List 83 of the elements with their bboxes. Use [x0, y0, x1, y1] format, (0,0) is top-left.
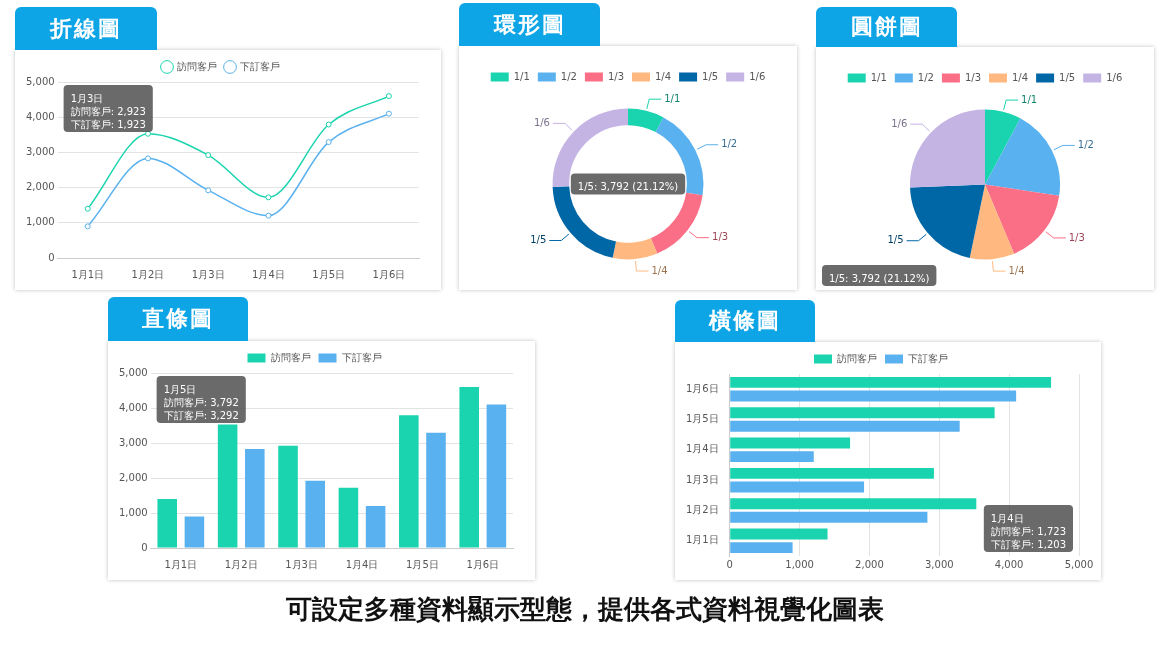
text: 1/5: 3,792 (21.12%): [829, 272, 930, 284]
legend-label: 下訂客戶: [341, 351, 382, 363]
y-tick-label: 0: [48, 251, 55, 263]
annotation: 1月5日: [163, 383, 197, 395]
y-tick-label: 4,000: [25, 110, 55, 122]
y-tick-label: 5,000: [25, 75, 55, 87]
annotation: 訪問客戶: 3,792: [163, 396, 239, 408]
y-tick-label: 0: [141, 541, 148, 553]
slice-label: 1/2: [721, 138, 738, 150]
slice-label: 1/1: [664, 92, 681, 104]
legend-label: 1/1: [870, 71, 887, 83]
slice-label: 1/3: [1068, 231, 1085, 243]
chart-title: 圓餅圖: [816, 7, 957, 47]
x-tick-label: 1月5日: [312, 268, 346, 280]
y-tick-label: 5,000: [118, 366, 148, 378]
x-tick-label: 1月4日: [345, 558, 379, 570]
legend-label: 1/4: [655, 70, 672, 82]
x-tick-label: 1月3日: [191, 268, 225, 280]
y-tick-label: 1月1日: [685, 534, 719, 546]
legend-label: 訪問客戶: [837, 352, 877, 364]
legend-label: 下訂客戶: [240, 60, 280, 72]
chart-title: 環形圖: [459, 3, 600, 46]
legend-label: 訪問客戶: [177, 60, 217, 72]
text: 可設定多種資料顯示型態，提供各式資料視覺化圖表: [285, 593, 885, 626]
chart-title: 折線圖: [15, 7, 157, 50]
y-tick-label: 2,000: [25, 181, 55, 193]
slice-label: 1/6: [891, 117, 908, 129]
annotation: 1月4日: [990, 512, 1024, 524]
x-tick-label: 5,000: [1064, 558, 1094, 570]
x-tick-label: 1月3日: [285, 558, 318, 570]
x-tick-label: 0: [726, 558, 733, 570]
x-tick-label: 1月2日: [224, 558, 258, 570]
legend-label: 1/2: [917, 71, 934, 83]
legend-label: 1/1: [513, 70, 530, 82]
x-tick-label: 1月5日: [406, 558, 439, 570]
y-tick-label: 1,000: [118, 506, 148, 518]
slice-label: 1/5: [530, 234, 547, 246]
chart-title: 直條圖: [108, 297, 248, 341]
slice-label: 1/4: [651, 264, 668, 276]
slice-label: 1/4: [1008, 264, 1025, 276]
x-tick-label: 3,000: [924, 558, 954, 570]
slice-label: 1/2: [1077, 139, 1094, 151]
x-tick-label: 1,000: [785, 558, 814, 570]
y-tick-label: 1,000: [25, 216, 55, 228]
annotation: 訪問客戶: 1,723: [990, 525, 1067, 537]
legend-label: 下訂客戶: [908, 352, 948, 364]
legend-label: 1/3: [964, 71, 981, 83]
legend-label: 1/4: [1012, 71, 1029, 83]
legend-label: 1/3: [607, 70, 624, 82]
legend-label: 訪問客戶: [270, 351, 311, 363]
y-tick-label: 4,000: [118, 401, 148, 413]
slice-label: 1/3: [712, 231, 729, 243]
slice-label: 1/1: [1021, 93, 1038, 105]
annotation: 1月3日: [70, 92, 104, 104]
x-tick-label: 1月4日: [252, 268, 285, 280]
legend-label: 1/6: [1106, 71, 1123, 83]
chart-title: 橫條圖: [675, 300, 815, 342]
x-tick-label: 2,000: [855, 558, 884, 570]
y-tick-label: 1月2日: [685, 504, 719, 516]
annotation: 下訂客戶: 1,923: [70, 118, 146, 130]
legend-label: 1/5: [1059, 71, 1076, 83]
x-tick-label: 4,000: [994, 558, 1024, 570]
x-tick-label: 1月1日: [71, 268, 105, 280]
x-tick-label: 1月6日: [372, 268, 406, 280]
x-tick-label: 1月1日: [164, 558, 198, 570]
y-tick-label: 2,000: [118, 471, 148, 483]
x-tick-label: 1月2日: [131, 268, 165, 280]
annotation: 下訂客戶: 3,292: [163, 409, 239, 421]
y-tick-label: 1月5日: [685, 413, 719, 425]
slice-label: 1/6: [533, 116, 550, 128]
legend-label: 1/2: [560, 70, 577, 82]
y-tick-label: 3,000: [118, 436, 148, 448]
slice-label: 1/5: [887, 234, 904, 246]
y-tick-label: 1月6日: [685, 382, 719, 394]
y-tick-label: 1月4日: [685, 443, 719, 455]
annotation: 訪問客戶: 2,923: [70, 105, 146, 117]
legend-label: 1/5: [702, 70, 719, 82]
y-tick-label: 3,000: [25, 145, 55, 157]
text: 1/5: 3,792 (21.12%): [577, 181, 679, 193]
y-tick-label: 1月3日: [685, 473, 719, 485]
x-tick-label: 1月6日: [466, 558, 500, 570]
annotation: 下訂客戶: 1,203: [990, 538, 1067, 550]
legend-label: 1/6: [749, 70, 766, 82]
